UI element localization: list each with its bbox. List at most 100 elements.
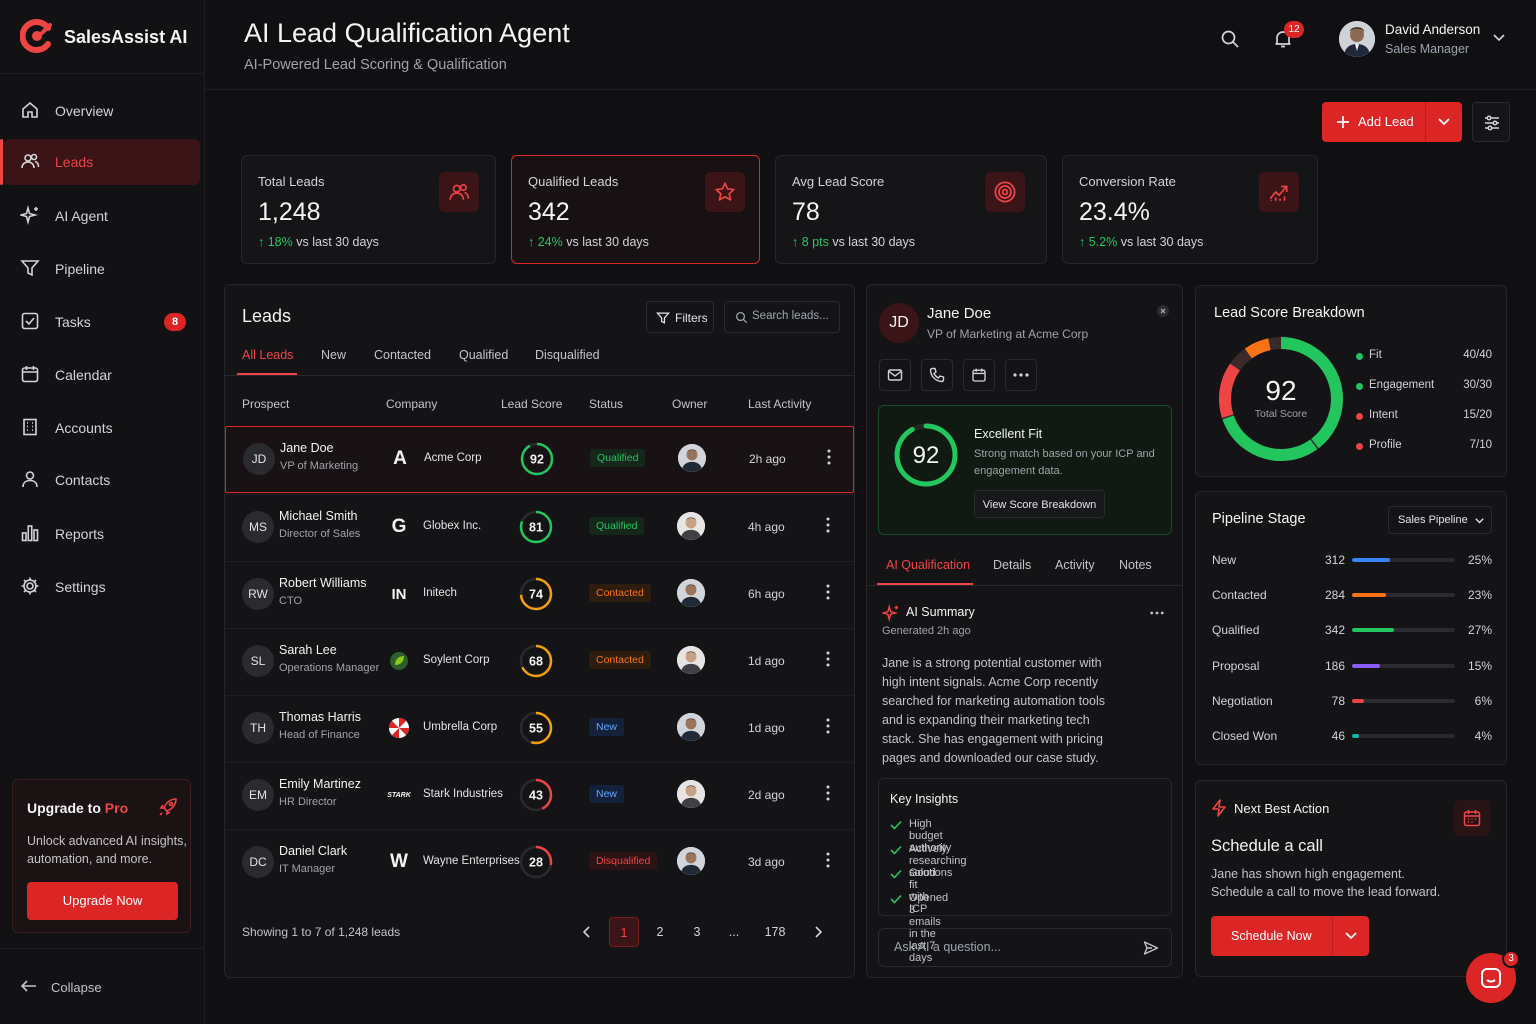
lead-score-ring: 43 xyxy=(519,778,553,812)
lead-score-ring: 92 xyxy=(520,442,554,476)
page-button-178[interactable]: 178 xyxy=(764,925,786,939)
user-name[interactable]: David Anderson xyxy=(1385,22,1481,37)
prospect-name[interactable]: Daniel Clark xyxy=(279,844,348,858)
prospect-avatar: MS xyxy=(242,511,274,543)
sidebar-item-settings[interactable]: Settings xyxy=(0,564,205,610)
more-horizontal-icon[interactable] xyxy=(1150,611,1164,615)
sidebar-item-overview[interactable]: Overview xyxy=(0,88,205,134)
chevron-down-icon[interactable] xyxy=(1438,118,1450,126)
table-row[interactable]: EM Emily Martinez HR Director STARK Star… xyxy=(225,762,854,829)
tab-new[interactable]: New xyxy=(321,348,347,362)
more-vertical-icon[interactable] xyxy=(827,449,831,465)
sidebar-item-leads[interactable]: Leads xyxy=(0,139,200,185)
table-row[interactable]: MS Michael Smith Director of Sales G Glo… xyxy=(225,494,854,561)
company-name: Soylent Corp xyxy=(423,654,490,666)
table-row[interactable]: TH Thomas Harris Head of Finance Umbrell… xyxy=(225,695,854,762)
sidebar-item-tasks[interactable]: Tasks 8 xyxy=(0,299,205,345)
search-leads-input[interactable] xyxy=(752,310,837,322)
view-score-breakdown-button[interactable]: View Score Breakdown xyxy=(974,490,1105,518)
search-icon xyxy=(735,311,748,324)
more-vertical-icon[interactable] xyxy=(826,718,830,734)
tab-details[interactable]: Details xyxy=(993,558,1032,572)
column-header-status[interactable]: Status xyxy=(589,397,624,411)
prospect-name[interactable]: Thomas Harris xyxy=(279,710,361,724)
ask-ai-input[interactable] xyxy=(894,940,1134,954)
stage-progress-fill xyxy=(1352,593,1386,598)
more-vertical-icon[interactable] xyxy=(826,651,830,667)
pipeline-select[interactable]: Sales Pipeline xyxy=(1388,506,1492,534)
last-activity: 1d ago xyxy=(748,654,785,668)
send-icon[interactable] xyxy=(1143,940,1159,956)
more-vertical-icon[interactable] xyxy=(826,584,830,600)
calendar-icon xyxy=(971,367,987,383)
tab-notes[interactable]: Notes xyxy=(1119,558,1152,572)
chevron-down-icon[interactable] xyxy=(1493,34,1505,42)
prospect-name[interactable]: Robert Williams xyxy=(279,576,367,590)
table-row[interactable]: SL Sarah Lee Operations Manager Soylent … xyxy=(225,628,854,695)
tab-ai-qualification[interactable]: AI Qualification xyxy=(886,558,971,572)
chevron-down-icon[interactable] xyxy=(1345,932,1357,940)
page-button-2[interactable]: 2 xyxy=(656,925,664,939)
more-vertical-icon[interactable] xyxy=(826,517,830,533)
ask-ai-field[interactable] xyxy=(878,928,1172,967)
upgrade-now-button[interactable]: Upgrade Now xyxy=(27,882,178,920)
table-row[interactable]: RW Robert Williams CTO IN Initech 74 Con… xyxy=(225,561,854,628)
search-leads-field[interactable] xyxy=(724,301,840,333)
stat-value: 23.4% xyxy=(1079,198,1150,226)
tab-all-leads[interactable]: All Leads xyxy=(242,348,294,362)
email-button[interactable] xyxy=(879,359,911,391)
filters-button[interactable]: Filters xyxy=(646,301,714,333)
company-name: Globex Inc. xyxy=(423,520,482,532)
table-row[interactable]: DC Daniel Clark IT Manager W Wayne Enter… xyxy=(225,829,854,896)
sidebar-item-pipeline[interactable]: Pipeline xyxy=(0,246,205,292)
stat-value: 78 xyxy=(792,198,820,226)
page-button-1[interactable]: 1 xyxy=(609,917,639,947)
prospect-role: Head of Finance xyxy=(279,729,360,741)
user-avatar[interactable] xyxy=(1339,21,1375,57)
sidebar-item-contacts[interactable]: Contacts xyxy=(0,457,205,503)
close-icon[interactable] xyxy=(1157,305,1169,317)
collapse-button[interactable]: Collapse xyxy=(0,948,205,1024)
tab-disqualified[interactable]: Disqualified xyxy=(535,348,600,362)
last-activity: 2h ago xyxy=(749,452,786,466)
prospect-name[interactable]: Jane Doe xyxy=(280,441,334,455)
column-header-last-activity[interactable]: Last Activity xyxy=(748,397,812,411)
next-page-button[interactable] xyxy=(803,917,833,947)
sidebar-item-ai-agent[interactable]: AI Agent xyxy=(0,193,205,239)
add-lead-button[interactable]: Add Lead xyxy=(1322,102,1462,142)
tab-qualified[interactable]: Qualified xyxy=(459,348,509,362)
page-button-3[interactable]: 3 xyxy=(693,925,701,939)
tab-contacted[interactable]: Contacted xyxy=(374,348,431,362)
call-button[interactable] xyxy=(921,359,953,391)
column-header-prospect[interactable]: Prospect xyxy=(242,397,290,411)
prospect-role: VP of Marketing xyxy=(280,460,359,472)
owner-avatar xyxy=(677,512,705,540)
schedule-button[interactable] xyxy=(963,359,995,391)
more-vertical-icon[interactable] xyxy=(826,785,830,801)
sidebar-item-reports[interactable]: Reports xyxy=(0,511,205,557)
column-header-owner[interactable]: Owner xyxy=(672,397,708,411)
search-icon[interactable] xyxy=(1220,29,1240,49)
stage-count: 284 xyxy=(1324,588,1345,603)
sidebar-item-label: Calendar xyxy=(55,367,112,383)
sidebar-item-calendar[interactable]: Calendar xyxy=(0,352,205,398)
stage-name: Proposal xyxy=(1212,658,1260,673)
column-header-company[interactable]: Company xyxy=(386,397,438,411)
prev-page-button[interactable] xyxy=(572,917,602,947)
prospect-name[interactable]: Sarah Lee xyxy=(279,643,337,657)
column-header-lead-score[interactable]: Lead Score xyxy=(501,397,563,411)
more-actions-button[interactable] xyxy=(1005,359,1037,391)
prospect-name[interactable]: Michael Smith xyxy=(279,509,358,523)
notification-badge: 12 xyxy=(1284,21,1304,38)
table-row[interactable]: JD Jane Doe VP of Marketing A Acme Corp … xyxy=(225,426,854,493)
more-vertical-icon[interactable] xyxy=(826,852,830,868)
sidebar-item-accounts[interactable]: Accounts xyxy=(0,405,205,451)
schedule-now-button[interactable]: Schedule Now xyxy=(1211,916,1369,956)
view-settings-button[interactable] xyxy=(1472,102,1510,142)
pipeline-stage-row: Closed Won 46 4% xyxy=(1212,728,1492,746)
stat-label: Qualified Leads xyxy=(528,174,619,189)
up-arrow-icon: ↑ xyxy=(528,235,538,249)
stage-percent: 23% xyxy=(1467,588,1492,603)
prospect-name[interactable]: Emily Martinez xyxy=(279,777,361,791)
tab-activity[interactable]: Activity xyxy=(1055,558,1095,572)
